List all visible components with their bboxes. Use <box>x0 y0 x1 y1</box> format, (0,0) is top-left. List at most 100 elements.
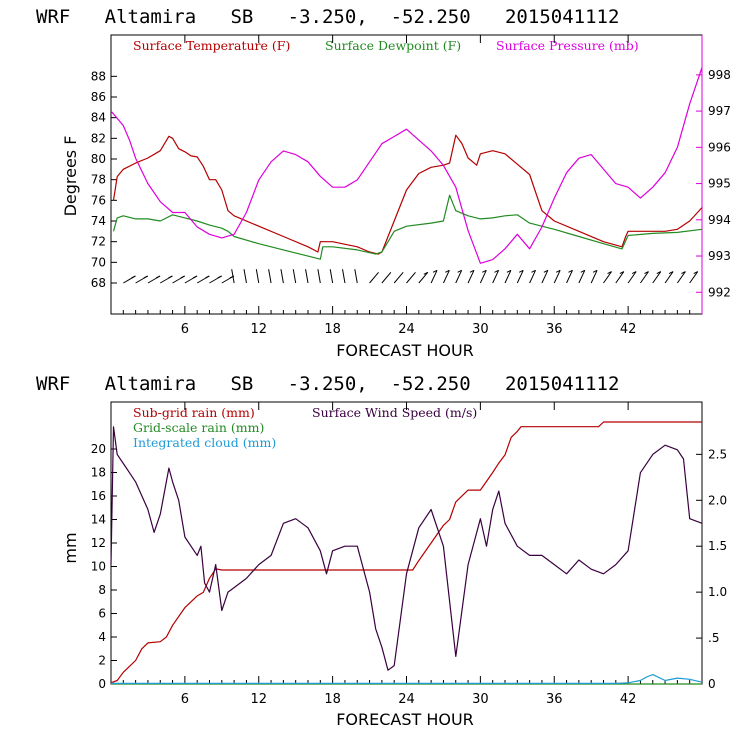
wind-barb-flag <box>668 271 674 274</box>
wind-barb <box>627 271 637 284</box>
bottom-right-y-tick-label: 0 <box>708 677 716 691</box>
wind-barb <box>292 269 297 284</box>
top-y-tick-label: 84 <box>91 111 106 125</box>
top-x-axis-label: FORECAST HOUR <box>336 341 474 360</box>
wind-barb-flag <box>644 271 649 274</box>
wind-barb-flag <box>432 269 438 273</box>
bottom-series-surface-wind-speed <box>110 426 703 671</box>
legend-surface-pressure: Surface Pressure (mb) <box>496 38 639 53</box>
wind-barb-flag <box>506 269 512 273</box>
top-y-tick-label: 82 <box>91 131 106 145</box>
wind-barb <box>603 271 612 284</box>
wind-barb <box>430 270 438 284</box>
wind-barb-flag <box>494 269 499 273</box>
wind-barb-flag <box>519 269 524 273</box>
wind-barb <box>553 270 561 284</box>
wind-barb-flag <box>543 269 549 273</box>
wind-barb <box>541 270 549 284</box>
bottom-y-tick-label: 12 <box>91 536 106 550</box>
bottom-x-tick-label: 36 <box>546 692 563 707</box>
bottom-y-tick-label: 6 <box>98 607 106 621</box>
wind-barb-flag <box>217 275 222 279</box>
wind-barb-flag <box>693 271 698 274</box>
bottom-right-y-tick-label: 1.0 <box>708 585 727 599</box>
top-y-tick-label: 78 <box>91 173 106 187</box>
bottom-x-tick-label: 12 <box>250 692 267 707</box>
wind-barb <box>342 269 346 284</box>
bottom-y-tick-label: 0 <box>98 677 106 691</box>
top-y-tick-label: 68 <box>91 276 106 290</box>
top-x-tick-label: 6 <box>181 322 189 337</box>
bottom-x-tick-label: 30 <box>472 692 489 707</box>
wind-barb-flag <box>580 269 586 273</box>
wind-barb <box>354 269 358 284</box>
wind-barb <box>529 270 536 284</box>
wind-barb <box>479 270 487 284</box>
wind-barb-flag <box>205 275 210 279</box>
wind-barb <box>305 269 309 284</box>
wind-barb <box>255 269 260 284</box>
wind-barb <box>516 270 524 284</box>
bottom-y-tick-label: 10 <box>91 560 106 574</box>
bottom-right-y-tick-label: 2.0 <box>708 493 727 507</box>
bottom-y-tick-label: 2 <box>98 654 106 668</box>
wind-barb <box>329 269 334 284</box>
top-plot-frame <box>110 34 703 315</box>
wind-barb <box>590 270 598 284</box>
top-x-tick-label: 42 <box>620 322 637 337</box>
bottom-series-sub-grid-rain <box>110 421 702 684</box>
wind-barb <box>243 269 247 284</box>
bottom-x-tick-label: 42 <box>620 692 637 707</box>
legend-surface-temperature: Surface Temperature (F) <box>133 38 290 53</box>
top-y-tick-label: 74 <box>91 214 106 228</box>
bottom-x-tick-label: 6 <box>181 692 189 707</box>
wind-barb-flag <box>168 275 173 279</box>
bottom-y-tick-label: 14 <box>91 513 106 527</box>
bottom-y-tick-label: 8 <box>98 583 106 597</box>
bottom-y-tick-label: 4 <box>98 630 106 644</box>
bottom-y-tick-label: 16 <box>91 489 106 503</box>
wind-barb <box>393 271 404 284</box>
wind-barb <box>369 271 379 284</box>
wind-barb-flag <box>423 271 429 275</box>
top-right-y-tick-label: 993 <box>708 249 731 263</box>
wind-barb-flag <box>592 269 598 273</box>
wind-barb <box>689 271 699 284</box>
top-x-tick-label: 12 <box>250 322 267 337</box>
wind-barb <box>504 270 512 284</box>
top-y-tick-label: 88 <box>91 69 106 83</box>
wind-barb <box>676 271 686 284</box>
wind-barb <box>280 269 284 284</box>
top-x-tick-label: 18 <box>324 322 341 337</box>
top-chart-title: WRF Altamira SB -3.250, -52.250 20150411… <box>36 6 619 28</box>
legend-surface-dewpoint: Surface Dewpoint (F) <box>325 38 461 53</box>
wind-barb-flag <box>469 269 475 273</box>
bottom-right-y-tick-label: 2.5 <box>708 447 727 461</box>
wind-barb-flag <box>656 271 662 274</box>
top-series-surface-dewpoint <box>112 194 703 260</box>
legend-subgrid-rain: Sub-grid rain (mm) <box>133 405 255 420</box>
top-y-tick-label: 80 <box>91 152 106 166</box>
wind-barb <box>578 270 586 284</box>
top-right-y-tick-label: 998 <box>708 68 731 82</box>
wind-barb <box>442 270 450 284</box>
top-y-tick-label: 70 <box>91 255 106 269</box>
top-right-y-tick-label: 994 <box>708 213 731 227</box>
wind-barb-flag <box>445 269 450 273</box>
wind-barb <box>406 271 416 284</box>
wind-barb-flag <box>681 271 686 274</box>
bottom-x-axis-label: FORECAST HOUR <box>336 710 474 729</box>
wind-barb <box>492 270 500 284</box>
wind-barb-flag <box>619 271 625 274</box>
wind-barb-flag <box>143 275 148 279</box>
bottom-chart-title: WRF Altamira SB -3.250, -52.250 20150411… <box>36 373 619 395</box>
bottom-y-tick-label: 18 <box>91 466 106 480</box>
wind-barb <box>467 270 475 284</box>
legend-wind-speed: Surface Wind Speed (m/s) <box>312 405 477 420</box>
wind-barb <box>615 271 625 284</box>
wind-barb <box>268 269 272 284</box>
wind-barb-flag <box>555 269 561 273</box>
wind-barb-flag <box>155 275 161 279</box>
wind-barb <box>640 271 649 284</box>
